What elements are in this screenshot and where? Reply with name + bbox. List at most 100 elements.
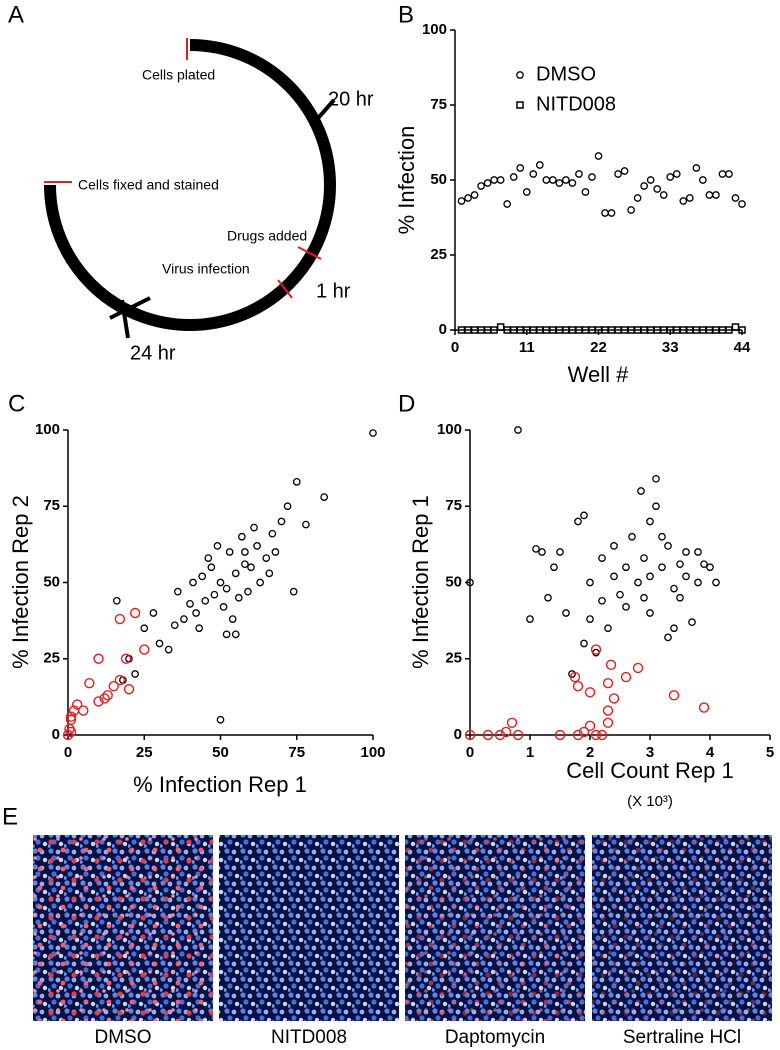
data-point	[238, 532, 246, 541]
data-point	[283, 502, 292, 511]
data-point	[496, 176, 505, 184]
data-point	[170, 621, 179, 630]
data-point	[186, 599, 194, 608]
data-point	[241, 560, 249, 569]
data-point	[610, 572, 618, 581]
data-point	[207, 563, 216, 572]
data-point	[634, 578, 642, 587]
data-point	[653, 185, 662, 193]
data-point	[664, 542, 672, 550]
data-point	[542, 176, 551, 184]
y-tick-label: 100	[35, 421, 60, 438]
data-point	[231, 569, 240, 578]
x-axis-label: Cell Count Rep 1	[566, 758, 734, 783]
x-tick-label: 0	[466, 744, 474, 761]
data-point	[688, 618, 696, 627]
data-point	[572, 729, 584, 741]
legend-label: DMSO	[536, 63, 596, 85]
data-point	[598, 596, 606, 605]
data-point	[514, 426, 522, 434]
data-point	[192, 609, 200, 617]
data-point	[664, 633, 672, 642]
data-point	[228, 615, 237, 623]
data-point	[712, 578, 720, 587]
data-point	[544, 593, 552, 602]
marker	[277, 279, 293, 299]
data-point	[718, 170, 727, 178]
data-point	[586, 615, 594, 623]
x-tick-label: 44	[734, 339, 751, 356]
data-point	[658, 563, 666, 572]
y-tick-label: 25	[445, 650, 462, 667]
data-point	[676, 593, 684, 602]
data-point	[601, 209, 609, 217]
data-point	[646, 609, 654, 617]
data-point	[588, 173, 596, 181]
data-point	[369, 429, 377, 437]
data-point	[490, 176, 498, 184]
data-point	[640, 593, 648, 602]
x-tick-label: 100	[360, 744, 385, 761]
time-tick	[120, 299, 130, 339]
data-point	[685, 194, 694, 202]
data-point	[253, 542, 261, 550]
y-axis-label: % Infection	[394, 126, 419, 235]
diagram-label: Drugs added	[227, 228, 307, 244]
data-point	[123, 684, 135, 695]
data-point	[694, 548, 702, 556]
data-point	[679, 197, 688, 205]
data-point	[700, 560, 708, 569]
diagram-label: Virus infection	[162, 261, 250, 277]
data-point	[581, 188, 590, 196]
data-point	[670, 584, 678, 593]
data-point	[554, 729, 566, 741]
data-point	[532, 545, 540, 553]
data-point	[222, 584, 231, 593]
data-point	[320, 493, 329, 501]
data-point	[225, 548, 234, 556]
data-point	[584, 720, 596, 732]
data-point	[578, 726, 590, 738]
data-point	[548, 176, 557, 184]
data-point	[213, 542, 222, 550]
panel-label: B	[398, 1, 414, 28]
x-tick-label: 25	[136, 744, 153, 761]
diagram-label: Cells fixed and stained	[78, 177, 219, 193]
data-point	[586, 578, 594, 587]
data-point	[602, 705, 614, 716]
y-axis-label: % Infection Rep 1	[408, 495, 433, 669]
data-point	[477, 182, 485, 190]
data-point	[712, 191, 720, 199]
data-point	[627, 206, 635, 214]
x-axis-label: % Infection Rep 1	[133, 772, 307, 797]
y-tick-label: 0	[52, 726, 60, 743]
data-point	[529, 170, 538, 178]
data-point	[210, 590, 219, 599]
diagram-label: 20 hr	[328, 88, 374, 110]
data-point	[139, 644, 150, 655]
data-point	[637, 487, 645, 495]
data-point	[216, 715, 225, 724]
data-point	[632, 662, 644, 674]
data-point	[120, 653, 132, 664]
data-point	[470, 191, 479, 199]
data-point	[262, 554, 271, 562]
data-point	[731, 323, 740, 331]
data-point	[738, 200, 746, 208]
data-point	[526, 615, 534, 623]
data-point	[149, 609, 158, 617]
data-point	[102, 690, 113, 701]
data-point	[535, 161, 544, 169]
data-point	[268, 529, 277, 538]
data-point	[572, 681, 584, 692]
data-point	[512, 729, 524, 741]
data-point	[592, 648, 600, 657]
diagram-label: 24 hr	[130, 342, 176, 364]
data-point	[676, 560, 684, 569]
data-point	[482, 729, 494, 741]
data-point	[155, 639, 164, 648]
panel-label: C	[8, 390, 25, 417]
data-point	[506, 717, 518, 728]
y-tick-label: 75	[43, 497, 60, 514]
data-point	[131, 670, 139, 678]
